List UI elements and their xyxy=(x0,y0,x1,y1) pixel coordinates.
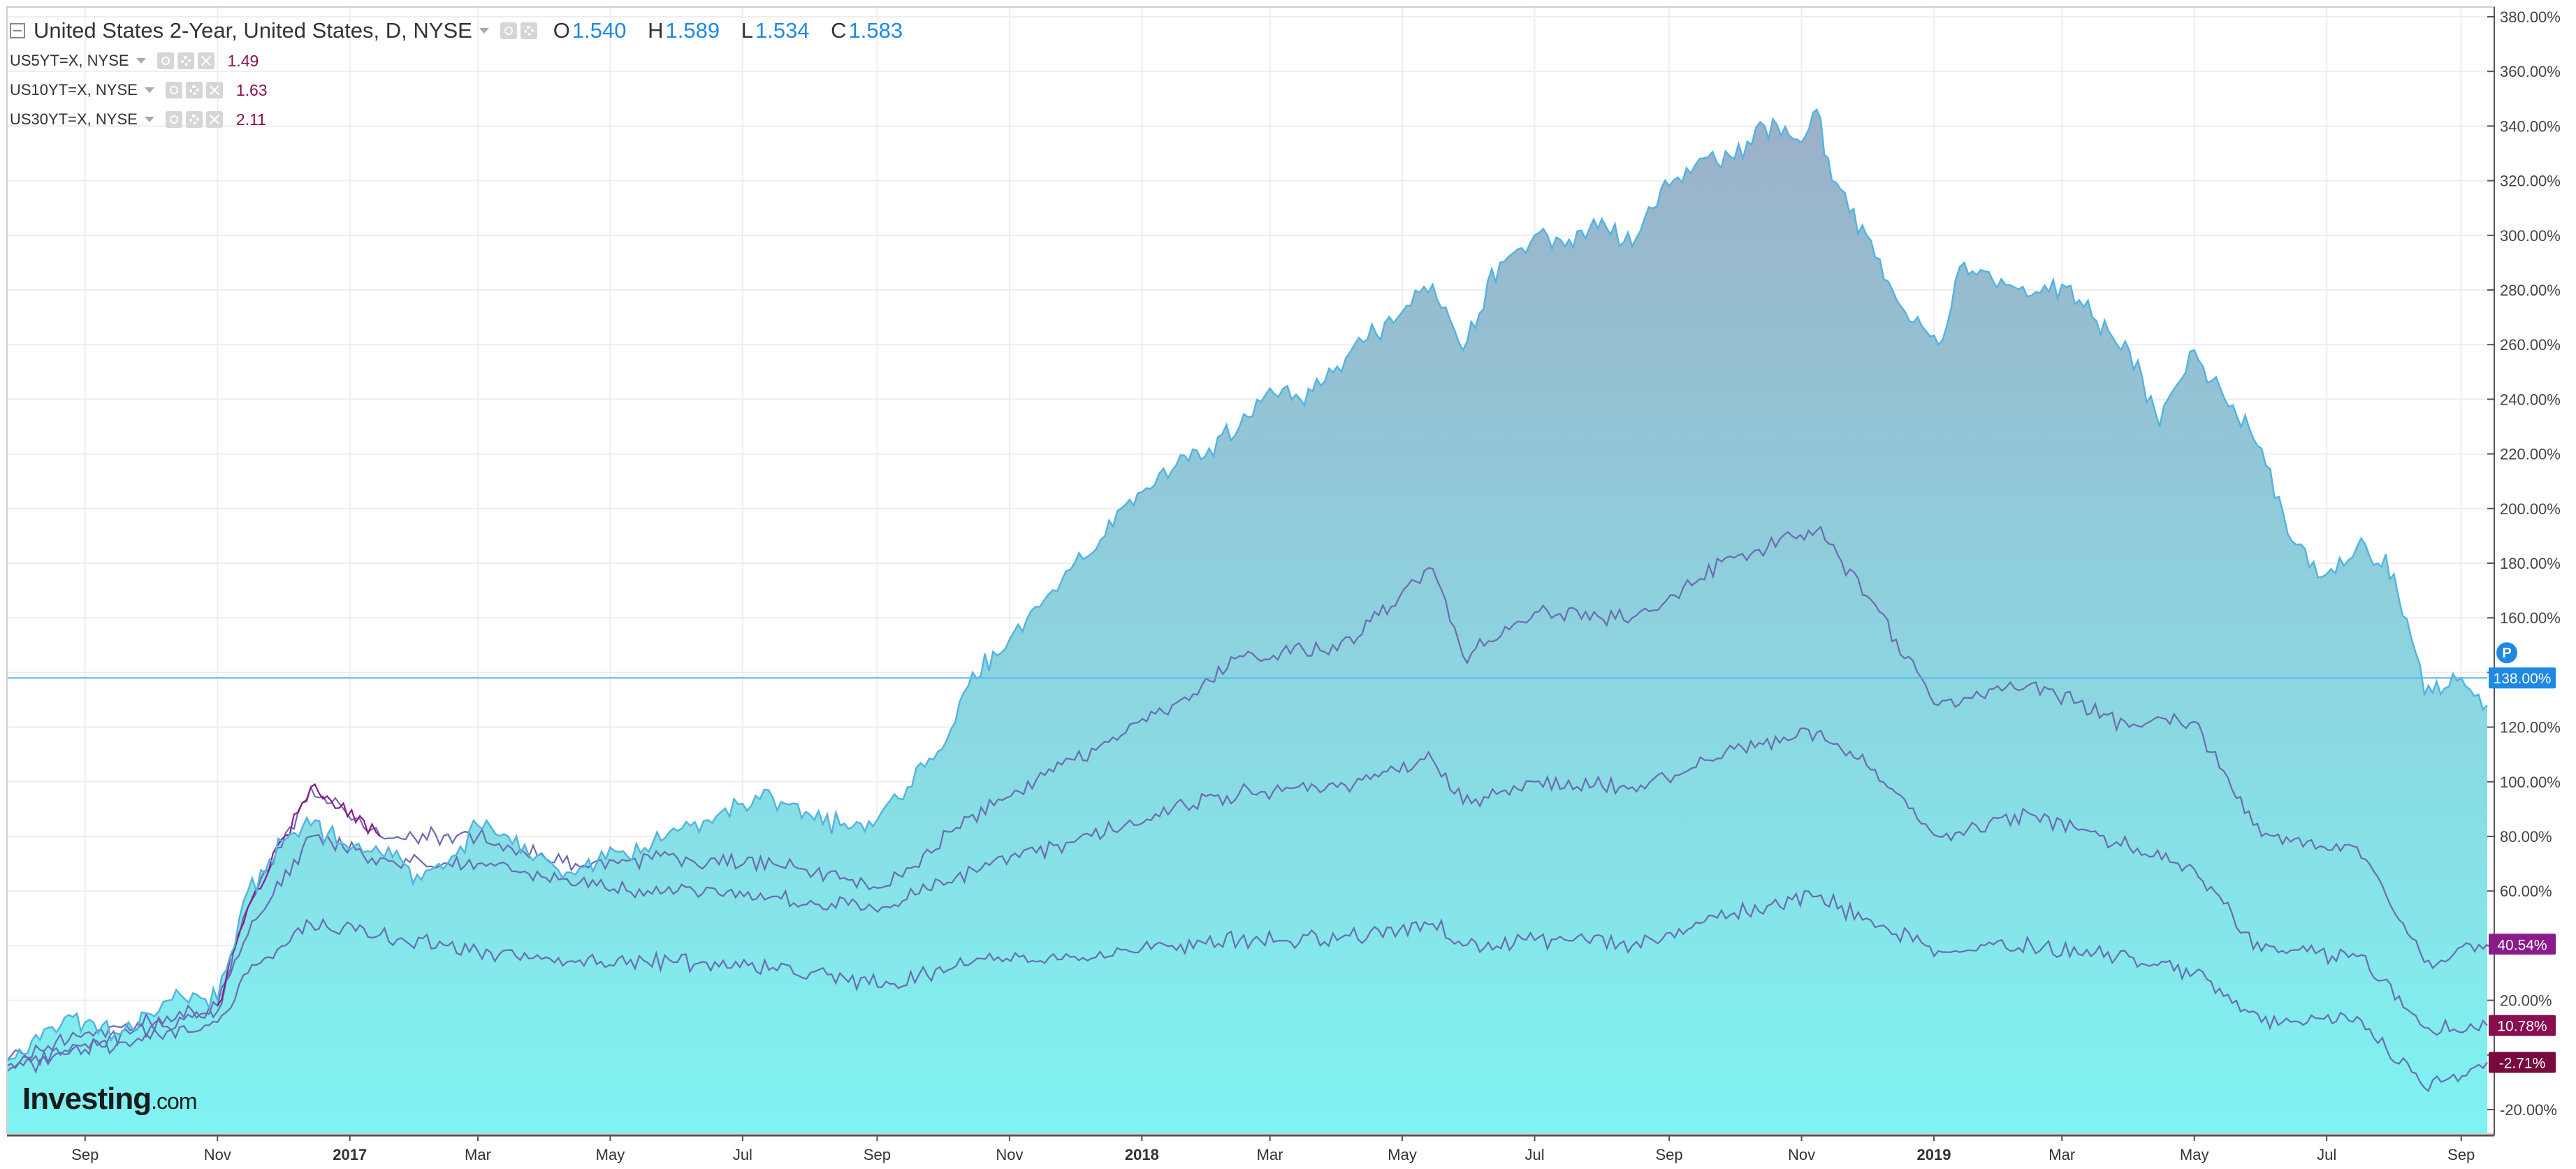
x-tick-label: Jul xyxy=(733,1146,752,1163)
ohlc-key-low: L xyxy=(741,18,753,43)
x-tick-label: Nov xyxy=(204,1146,231,1163)
x-tick-label: Sep xyxy=(71,1146,99,1163)
x-tick-label: Sep xyxy=(2447,1146,2475,1163)
series-line-us10y xyxy=(7,727,2488,1070)
x-tick-label: Jul xyxy=(2317,1146,2336,1163)
series-line-us2y xyxy=(7,108,2488,1061)
settings-icon[interactable] xyxy=(177,52,194,69)
visibility-icon[interactable] xyxy=(157,52,174,69)
remove-icon[interactable] xyxy=(205,111,223,128)
x-tick-label: Mar xyxy=(2049,1146,2075,1163)
y-tick-label: 340.00% xyxy=(2500,117,2561,135)
legend-compare-us10y: US10YT=X, NYSE 1.63 xyxy=(10,75,918,105)
series-area-us2y xyxy=(7,109,2487,1133)
y-tick-label: 260.00% xyxy=(2500,336,2561,354)
y-tick-label: -20.00% xyxy=(2500,1101,2557,1119)
ohlc-value-low: 1.534 xyxy=(755,18,810,43)
badge-value: 40.54% xyxy=(2497,937,2547,953)
investing-logo: Investing.com xyxy=(22,1082,198,1117)
series-line-us30y xyxy=(7,890,2488,1092)
badge-us30y: -2.71% xyxy=(2489,1052,2556,1073)
compare-value: 2.11 xyxy=(235,110,266,129)
logo-suffix-text: .com xyxy=(151,1089,197,1114)
badge-us2y: 138.00% xyxy=(2489,667,2556,689)
collapse-legend-button[interactable] xyxy=(10,23,25,38)
legend-main-row: United States 2-Year, United States, D, … xyxy=(10,15,918,46)
y-tick-label: 360.00% xyxy=(2500,63,2561,80)
ohlc-value-close: 1.583 xyxy=(848,18,903,43)
x-tick-label: 2017 xyxy=(333,1146,367,1163)
y-tick-label: 220.00% xyxy=(2500,446,2561,463)
compare-menu-caret-icon[interactable] xyxy=(144,117,154,122)
remove-icon[interactable] xyxy=(205,82,223,99)
main-series-title: United States 2-Year, United States, D, … xyxy=(34,18,472,43)
x-tick-label: May xyxy=(1388,1146,1417,1163)
badge-value: 10.78% xyxy=(2497,1019,2547,1035)
price-marker-letter: P xyxy=(2502,646,2511,661)
compare-value: 1.63 xyxy=(235,80,268,99)
ohlc-value-open: 1.540 xyxy=(572,18,627,43)
series-line-us5y xyxy=(7,525,2488,1061)
badge-us5y: 40.54% xyxy=(2489,934,2556,955)
compare-label: US30YT=X, NYSE xyxy=(10,110,138,128)
x-tick-label: Jul xyxy=(1525,1146,1544,1163)
visibility-icon[interactable] xyxy=(165,111,182,128)
chart-legend: United States 2-Year, United States, D, … xyxy=(10,15,918,134)
y-tick-label: 300.00% xyxy=(2500,227,2561,245)
compare-menu-caret-icon[interactable] xyxy=(144,87,154,93)
compare-label: US10YT=X, NYSE xyxy=(10,81,138,99)
ohlc-values: O1.540 H1.589 L1.534 C1.583 xyxy=(553,18,918,43)
y-tick-label: 180.00% xyxy=(2500,555,2561,572)
y-tick-label: 20.00% xyxy=(2500,992,2552,1010)
price-marker-icon[interactable] xyxy=(2496,642,2517,664)
y-tick-label: 60.00% xyxy=(2500,883,2552,900)
legend-compare-us30y: US30YT=X, NYSE 2.11 xyxy=(10,105,918,134)
x-tick-label: Sep xyxy=(1656,1146,1683,1163)
x-axis[interactable]: Sep Nov 2017 Mar May Jul Sep Nov 2018 Mar May Jul Se… xyxy=(71,1135,2475,1163)
logo-bold-text: Investing xyxy=(22,1082,152,1116)
x-tick-label: Sep xyxy=(864,1146,891,1163)
x-tick-label: May xyxy=(2180,1146,2209,1163)
y-axis[interactable]: -20.00% 20.00% 60.00% 80.00% 100.00% 120.00% 1… xyxy=(2487,8,2561,1119)
y-tick-label: 380.00% xyxy=(2500,8,2561,26)
y-tick-label: 80.00% xyxy=(2500,828,2552,845)
y-tick-label: 240.00% xyxy=(2500,391,2561,408)
y-tick-label: 280.00% xyxy=(2500,282,2561,299)
x-tick-label: Nov xyxy=(1788,1146,1815,1163)
visibility-icon[interactable] xyxy=(500,22,517,39)
settings-icon[interactable] xyxy=(520,22,537,39)
legend-compare-us5y: US5YT=X, NYSE 1.49 xyxy=(10,46,918,75)
y-tick-label: 160.00% xyxy=(2500,609,2561,627)
ohlc-key-open: O xyxy=(553,18,570,43)
compare-menu-caret-icon[interactable] xyxy=(136,58,146,64)
badge-us10y: 10.78% xyxy=(2489,1015,2556,1036)
x-tick-label: Nov xyxy=(996,1146,1023,1163)
plot-area[interactable] xyxy=(7,108,2488,1133)
y-tick-label: 120.00% xyxy=(2500,719,2561,736)
x-tick-label: Mar xyxy=(1257,1146,1283,1163)
series-menu-caret-icon[interactable] xyxy=(479,28,489,34)
x-tick-label: 2019 xyxy=(1917,1146,1951,1163)
y-tick-label: 320.00% xyxy=(2500,173,2561,190)
remove-icon[interactable] xyxy=(197,52,214,69)
x-tick-label: Mar xyxy=(465,1146,491,1163)
badge-value: -2.71% xyxy=(2499,1055,2546,1071)
compare-label: US5YT=X, NYSE xyxy=(10,52,129,69)
x-tick-label: 2018 xyxy=(1125,1146,1159,1163)
settings-icon[interactable] xyxy=(185,82,203,99)
price-badges: P 138.00% 40.54% 10.78% -2.71% xyxy=(2489,642,2556,1073)
ohlc-value-high: 1.589 xyxy=(665,18,720,43)
badge-value: 138.00% xyxy=(2494,671,2552,687)
visibility-icon[interactable] xyxy=(165,82,182,99)
y-tick-label: 100.00% xyxy=(2500,774,2561,791)
compare-value: 1.49 xyxy=(227,51,259,70)
settings-icon[interactable] xyxy=(185,111,203,128)
ohlc-key-close: C xyxy=(831,18,847,43)
series-line-us5y-highlight xyxy=(217,783,381,1006)
y-tick-label: 200.00% xyxy=(2500,500,2561,518)
ohlc-key-high: H xyxy=(648,18,664,43)
x-tick-label: May xyxy=(596,1146,625,1163)
